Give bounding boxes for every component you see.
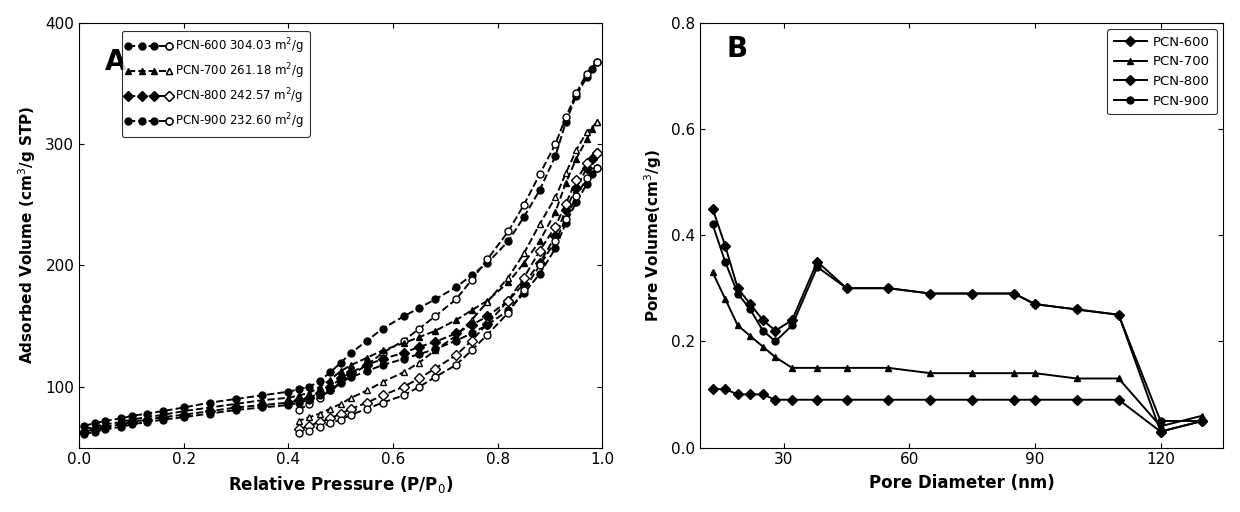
PCN-900 (743, 306, 758, 312)
PCN-600 (1007, 397, 1022, 403)
PCN-600 (718, 386, 733, 392)
Line: PCN-900: PCN-900 (709, 221, 1205, 424)
PCN-800 (1069, 306, 1084, 312)
PCN-800 (718, 243, 733, 249)
PCN-800 (768, 328, 782, 334)
PCN-700 (706, 269, 720, 275)
PCN-900 (1069, 306, 1084, 312)
PCN-700 (1007, 370, 1022, 376)
PCN-900 (1195, 418, 1210, 424)
PCN-600 (1195, 418, 1210, 424)
PCN-600 (1111, 397, 1126, 403)
PCN-800 (1007, 290, 1022, 296)
PCN-800 (810, 259, 825, 265)
PCN-700 (1195, 413, 1210, 419)
PCN-900 (1153, 418, 1168, 424)
PCN-600 (706, 386, 720, 392)
PCN-600 (755, 391, 770, 397)
PCN-800 (923, 290, 937, 296)
Line: PCN-800: PCN-800 (709, 205, 1205, 435)
X-axis label: Pore Diameter (nm): Pore Diameter (nm) (869, 474, 1054, 493)
PCN-800 (730, 285, 745, 291)
PCN-900 (880, 285, 895, 291)
PCN-700 (785, 365, 800, 371)
PCN-900 (839, 285, 854, 291)
PCN-900 (1111, 312, 1126, 318)
PCN-900 (810, 264, 825, 270)
PCN-800 (1195, 418, 1210, 424)
PCN-700 (755, 344, 770, 350)
PCN-900 (718, 259, 733, 265)
PCN-900 (785, 323, 800, 329)
PCN-600 (1028, 397, 1043, 403)
PCN-800 (965, 290, 980, 296)
PCN-700 (1069, 375, 1084, 381)
PCN-600 (1153, 429, 1168, 435)
PCN-600 (1069, 397, 1084, 403)
PCN-900 (965, 290, 980, 296)
PCN-900 (923, 290, 937, 296)
PCN-900 (1028, 301, 1043, 307)
Y-axis label: Pore Volume(cm$^3$/g): Pore Volume(cm$^3$/g) (642, 148, 663, 322)
PCN-700 (730, 323, 745, 329)
PCN-700 (923, 370, 937, 376)
PCN-800 (1028, 301, 1043, 307)
PCN-800 (1111, 312, 1126, 318)
PCN-600 (730, 391, 745, 397)
PCN-800 (880, 285, 895, 291)
PCN-800 (755, 317, 770, 323)
PCN-600 (768, 397, 782, 403)
Line: PCN-700: PCN-700 (709, 269, 1205, 430)
PCN-800 (785, 317, 800, 323)
Y-axis label: Adsorbed Volume (cm$^3$/g STP): Adsorbed Volume (cm$^3$/g STP) (16, 106, 38, 365)
PCN-800 (706, 205, 720, 211)
PCN-900 (1007, 290, 1022, 296)
X-axis label: Relative Pressure (P/P$_0$): Relative Pressure (P/P$_0$) (228, 474, 454, 495)
PCN-700 (743, 333, 758, 339)
PCN-700 (965, 370, 980, 376)
PCN-800 (1153, 429, 1168, 435)
PCN-700 (839, 365, 854, 371)
PCN-700 (1153, 423, 1168, 430)
PCN-700 (768, 354, 782, 360)
PCN-600 (785, 397, 800, 403)
PCN-900 (706, 221, 720, 227)
PCN-900 (730, 290, 745, 296)
PCN-600 (880, 397, 895, 403)
PCN-900 (755, 328, 770, 334)
PCN-700 (810, 365, 825, 371)
PCN-700 (1111, 375, 1126, 381)
PCN-800 (839, 285, 854, 291)
PCN-600 (923, 397, 937, 403)
PCN-800 (743, 301, 758, 307)
PCN-900 (768, 338, 782, 345)
PCN-600 (965, 397, 980, 403)
Line: PCN-600: PCN-600 (709, 386, 1205, 435)
PCN-600 (839, 397, 854, 403)
PCN-600 (810, 397, 825, 403)
Legend: PCN-600, PCN-700, PCN-800, PCN-900: PCN-600, PCN-700, PCN-800, PCN-900 (1107, 29, 1216, 114)
Legend: PCN-600 304.03 m$^2$/g, PCN-700 261.18 m$^2$/g, PCN-800 242.57 m$^2$/g, PCN-900 : PCN-600 304.03 m$^2$/g, PCN-700 261.18 m… (122, 31, 310, 137)
Text: A: A (105, 48, 126, 76)
Text: B: B (727, 35, 748, 63)
PCN-600 (743, 391, 758, 397)
PCN-700 (1028, 370, 1043, 376)
PCN-700 (718, 296, 733, 302)
PCN-700 (880, 365, 895, 371)
